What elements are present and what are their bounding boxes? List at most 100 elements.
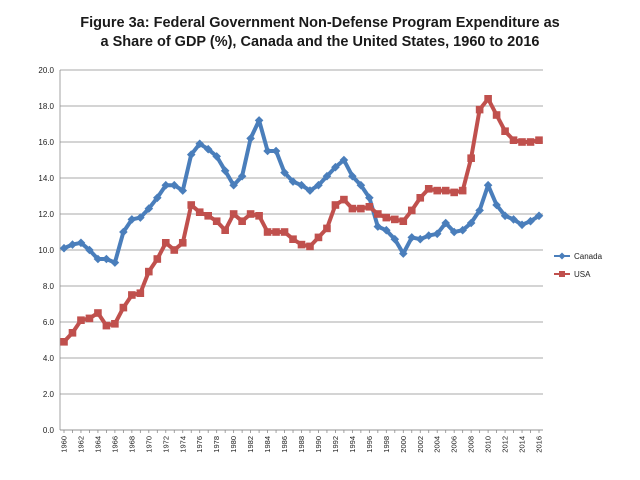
- data-point-canada: [110, 258, 120, 267]
- x-tick-label: 1970: [144, 436, 153, 453]
- y-tick-label: 8.0: [43, 282, 55, 291]
- series-usa: [60, 95, 543, 346]
- x-tick-label: 1992: [331, 436, 340, 453]
- data-point-usa: [229, 210, 238, 218]
- data-point-usa: [187, 201, 196, 209]
- x-tick-label: 1996: [365, 436, 374, 453]
- data-point-canada: [356, 180, 366, 190]
- x-tick-label: 1976: [195, 436, 204, 453]
- data-point-canada: [161, 180, 171, 190]
- data-point-canada: [331, 162, 340, 172]
- data-point-usa: [340, 195, 348, 204]
- y-tick-label: 16.0: [38, 138, 54, 147]
- data-point-usa: [238, 217, 246, 225]
- data-point-canada: [348, 171, 357, 181]
- legend-label-canada: Canada: [574, 252, 603, 261]
- x-tick-label: 1978: [212, 436, 221, 453]
- y-tick-label: 20.0: [38, 66, 54, 75]
- x-tick-label: 1982: [246, 436, 255, 453]
- data-point-usa: [178, 239, 187, 247]
- legend: Canada USA: [554, 252, 603, 279]
- data-point-canada: [322, 171, 332, 181]
- y-axis-ticks: 0.0 2.0 4.0 6.0 8.0 10.0 12.0 14.0 16.0 18.0 20.0: [38, 66, 54, 435]
- data-point-usa: [475, 105, 484, 114]
- data-point-canada: [500, 211, 510, 221]
- data-point-canada: [119, 227, 128, 237]
- data-point-usa: [195, 208, 204, 216]
- data-point-canada: [203, 144, 213, 154]
- data-point-canada: [483, 180, 493, 190]
- x-tick-label: 1974: [178, 436, 187, 453]
- y-tick-label: 18.0: [38, 102, 54, 111]
- data-point-usa: [357, 204, 365, 213]
- data-point-canada: [229, 180, 238, 190]
- data-point-usa: [467, 154, 475, 162]
- x-tick-label: 2014: [518, 436, 527, 453]
- legend-marker-usa: [559, 271, 565, 277]
- data-point-canada: [441, 218, 450, 228]
- data-point-canada: [288, 177, 298, 186]
- data-point-usa: [94, 309, 102, 317]
- data-point-canada: [237, 171, 247, 181]
- data-point-canada: [297, 180, 306, 190]
- legend-label-usa: USA: [574, 270, 591, 279]
- data-point-usa: [111, 320, 119, 328]
- data-point-canada: [280, 168, 289, 177]
- x-tick-label: 1968: [127, 436, 136, 453]
- data-point-usa: [348, 204, 357, 213]
- data-point-canada: [398, 249, 408, 258]
- data-point-usa: [323, 224, 331, 233]
- data-point-usa: [314, 233, 323, 242]
- chart-title: Figure 3a: Federal Government Non-Defens…: [0, 14, 640, 52]
- data-point-usa: [518, 138, 526, 146]
- x-tick-label: 1984: [263, 436, 272, 453]
- series-group: [59, 95, 544, 346]
- data-point-canada: [407, 233, 417, 242]
- data-point-canada: [178, 186, 188, 195]
- x-tick-label: 2012: [501, 436, 510, 453]
- data-point-canada: [424, 231, 434, 240]
- x-tick-label: 1986: [280, 436, 289, 453]
- data-point-usa: [221, 226, 229, 234]
- axes: [59, 70, 543, 433]
- gridlines: [60, 69, 543, 431]
- chart-title-line-1: Figure 3a: Federal Government Non-Defens…: [80, 15, 560, 31]
- data-point-usa: [102, 321, 111, 330]
- y-tick-label: 14.0: [38, 174, 54, 183]
- data-point-usa: [331, 201, 340, 209]
- data-point-canada: [305, 186, 315, 195]
- data-point-canada: [93, 254, 103, 264]
- x-tick-label: 2004: [433, 436, 442, 453]
- data-point-canada: [517, 220, 527, 230]
- x-tick-label: 1966: [110, 436, 119, 453]
- data-point-canada: [68, 240, 77, 249]
- data-point-canada: [365, 193, 374, 203]
- data-point-usa: [306, 242, 314, 251]
- data-point-canada: [415, 234, 425, 244]
- data-point-usa: [433, 186, 442, 195]
- data-point-canada: [373, 222, 383, 231]
- data-point-usa: [204, 212, 212, 220]
- x-tick-label: 1990: [314, 436, 323, 453]
- x-tick-label: 1964: [93, 436, 102, 453]
- data-point-canada: [432, 229, 442, 239]
- x-tick-label: 2008: [467, 436, 476, 453]
- x-tick-label: 2006: [450, 436, 459, 453]
- data-point-usa: [119, 303, 128, 312]
- x-tick-label: 2010: [484, 436, 493, 453]
- data-point-usa: [68, 329, 77, 337]
- data-point-usa: [526, 138, 535, 146]
- x-tick-label: 1960: [60, 436, 69, 453]
- data-point-usa: [501, 127, 509, 135]
- data-point-canada: [526, 216, 535, 226]
- data-point-canada: [59, 243, 69, 253]
- data-point-usa: [441, 186, 450, 195]
- data-point-usa: [535, 136, 543, 144]
- data-point-usa: [391, 215, 399, 224]
- x-tick-label: 2016: [535, 436, 544, 453]
- data-point-canada: [475, 206, 484, 215]
- x-tick-label: 2000: [399, 436, 408, 453]
- data-point-canada: [449, 227, 459, 237]
- data-point-usa: [382, 213, 391, 222]
- data-point-usa: [161, 239, 170, 247]
